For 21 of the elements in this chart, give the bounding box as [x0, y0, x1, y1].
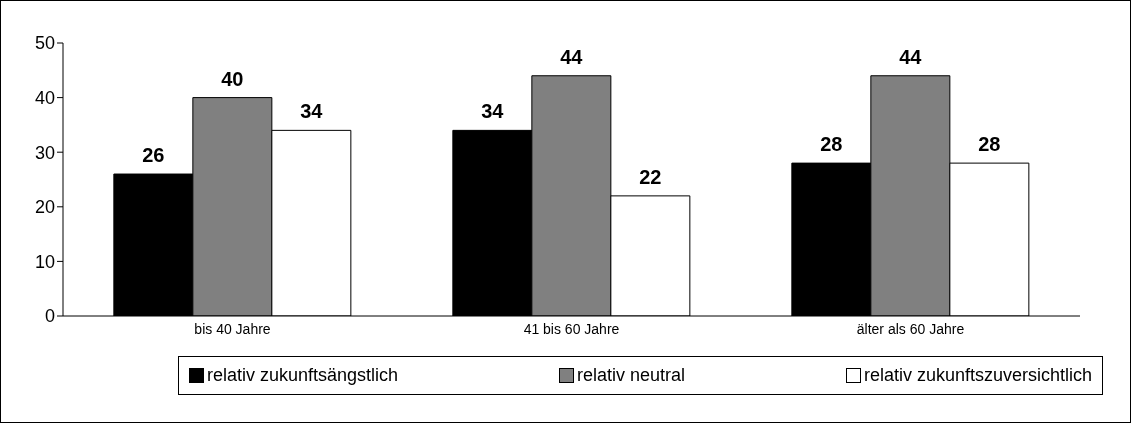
legend-label: relativ neutral	[575, 365, 686, 386]
y-tick-label: 40	[34, 87, 55, 108]
y-tick-label: 10	[34, 251, 55, 272]
y-tick-label: 30	[34, 142, 55, 163]
legend-label: relativ zukunftszuversichtlich	[862, 365, 1092, 386]
x-tick-label: 41 bis 60 Jahre	[523, 320, 620, 337]
legend-label: relativ zukunftsängstlich	[206, 365, 399, 386]
x-tick-label: älter als 60 Jahre	[856, 320, 965, 337]
data-label: 28	[978, 133, 1001, 156]
data-label: 40	[221, 67, 244, 90]
y-tick-label: 0	[44, 306, 55, 327]
x-tick-label: bis 40 Jahre	[194, 320, 271, 337]
data-label: 34	[300, 100, 324, 123]
y-tick-label: 20	[34, 197, 55, 218]
data-label: 26	[142, 144, 165, 167]
y-tick-label: 50	[34, 33, 55, 54]
data-label: 28	[820, 133, 843, 156]
data-label: 22	[639, 165, 662, 188]
data-label: 34	[481, 100, 505, 123]
data-label: 44	[899, 45, 923, 68]
data-label: 44	[560, 45, 584, 68]
